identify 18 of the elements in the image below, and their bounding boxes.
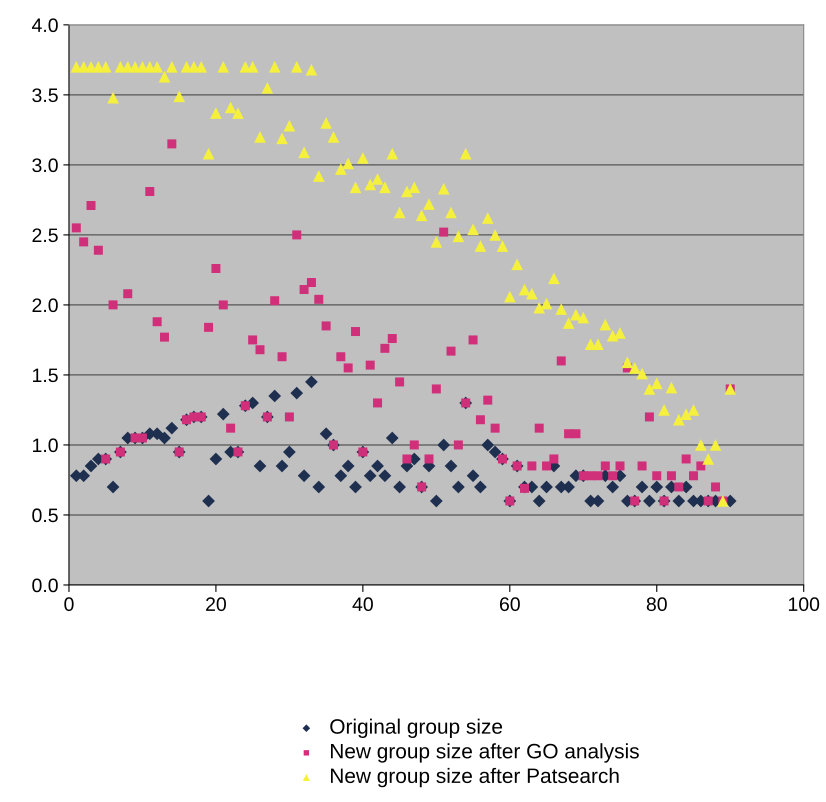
x-tick-label: 100 — [788, 597, 820, 612]
legend-label: New group size after GO analysis — [330, 743, 639, 763]
y-tick-label: 1.0 — [33, 438, 58, 452]
y-tick-label: 3.5 — [32, 88, 58, 102]
y-tick-label: 4.0 — [32, 18, 58, 32]
x-tick-label: 20 — [206, 597, 226, 612]
x-tick-label: 40 — [352, 597, 373, 612]
y-tick-label: 3.0 — [32, 158, 58, 172]
y-tick-label: 0.5 — [32, 508, 58, 522]
x-tick-label: 80 — [646, 597, 667, 612]
y-tick-label: 2.0 — [32, 298, 58, 312]
y-tick-label: 2.5 — [32, 228, 58, 242]
x-tick-label: 0 — [64, 597, 74, 612]
x-tick-label: 60 — [500, 597, 520, 612]
y-tick-label: 1.5 — [33, 368, 58, 382]
legend-label: Original group size — [330, 718, 502, 738]
legend-label: New group size after Patsearch — [330, 768, 619, 788]
y-tick-label: 0.0 — [32, 578, 58, 592]
